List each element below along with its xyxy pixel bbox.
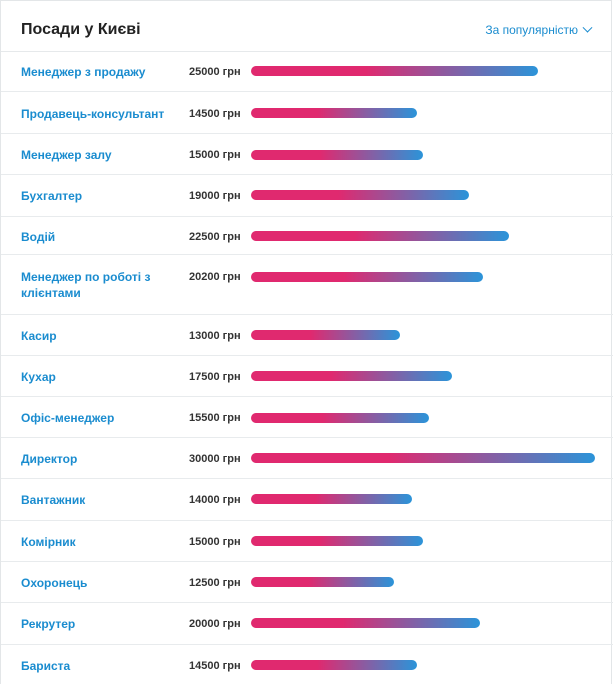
position-salary: 12500 грн xyxy=(189,577,241,589)
sort-label[interactable]: За популярністю xyxy=(485,23,578,37)
position-row: Продавець-консультант 14500 грн xyxy=(1,92,613,134)
position-salary: 17500 грн xyxy=(189,371,241,383)
position-salary: 14500 грн xyxy=(189,660,241,672)
position-link[interactable]: Менеджер залу xyxy=(21,148,112,162)
position-link[interactable]: Директор xyxy=(21,452,78,466)
salary-bar xyxy=(251,66,538,76)
position-link[interactable]: Менеджер по роботі з клієнтами xyxy=(21,270,151,300)
position-link[interactable]: Бариста xyxy=(21,659,71,673)
position-row: Офіс-менеджер 15500 грн xyxy=(1,397,613,438)
card-header: Посади у Києві За популярністю xyxy=(1,1,611,52)
position-row: Комірник 15000 грн xyxy=(1,521,613,562)
position-row: Вантажник 14000 грн xyxy=(1,479,613,521)
sort-dropdown[interactable]: За популярністю xyxy=(485,22,593,38)
position-link[interactable]: Касир xyxy=(21,329,57,343)
card-title: Посади у Києві xyxy=(21,21,141,38)
position-link[interactable]: Водій xyxy=(21,230,56,244)
salary-bar xyxy=(251,330,400,340)
salary-bar xyxy=(251,371,452,381)
salary-bar xyxy=(251,660,417,670)
salary-bar xyxy=(251,272,483,282)
position-salary: 20200 грн xyxy=(189,271,241,283)
salary-bar xyxy=(251,190,469,200)
position-link[interactable]: Продавець-консультант xyxy=(21,107,165,121)
position-salary: 15500 грн xyxy=(189,412,241,424)
salary-bar xyxy=(251,577,394,587)
position-salary: 13000 грн xyxy=(189,330,241,342)
salary-bar xyxy=(251,413,429,423)
salary-bar xyxy=(251,150,423,160)
position-row: Менеджер по роботі з клієнтами 20200 грн xyxy=(1,255,613,315)
position-row: Кухар 17500 грн xyxy=(1,356,613,397)
salary-bar xyxy=(251,231,509,241)
position-link[interactable]: Охоронець xyxy=(21,576,88,590)
position-row: Директор 30000 грн xyxy=(1,438,613,479)
position-salary: 15000 грн xyxy=(189,536,241,548)
position-salary: 20000 грн xyxy=(189,618,241,630)
position-salary: 14000 грн xyxy=(189,494,241,506)
position-link[interactable]: Менеджер з продажу xyxy=(21,65,146,79)
position-row: Водій 22500 грн xyxy=(1,217,613,255)
salary-bar xyxy=(251,618,480,628)
chevron-down-icon[interactable] xyxy=(582,22,593,33)
position-row: Бариста 14500 грн xyxy=(1,645,613,686)
position-link[interactable]: Бухгалтер xyxy=(21,189,83,203)
position-row: Рекрутер 20000 грн xyxy=(1,603,613,645)
position-link[interactable]: Рекрутер xyxy=(21,617,76,631)
salary-bar xyxy=(251,536,423,546)
position-row: Касир 13000 грн xyxy=(1,315,613,356)
salary-bar xyxy=(251,453,595,463)
position-link[interactable]: Комірник xyxy=(21,535,76,549)
position-salary: 14500 грн xyxy=(189,108,241,120)
position-salary: 15000 грн xyxy=(189,149,241,161)
position-salary: 25000 грн xyxy=(189,66,241,78)
position-row: Охоронець 12500 грн xyxy=(1,562,613,603)
position-salary: 19000 грн xyxy=(189,190,241,202)
position-link[interactable]: Вантажник xyxy=(21,493,86,507)
position-row: Менеджер з продажу 25000 грн xyxy=(1,51,613,92)
position-link[interactable]: Офіс-менеджер xyxy=(21,411,115,425)
position-salary: 22500 грн xyxy=(189,231,241,243)
salary-bar xyxy=(251,108,417,118)
position-row: Бухгалтер 19000 грн xyxy=(1,175,613,217)
salary-bar xyxy=(251,494,412,504)
position-salary: 30000 грн xyxy=(189,453,241,465)
position-link[interactable]: Кухар xyxy=(21,370,56,384)
position-row: Менеджер залу 15000 грн xyxy=(1,134,613,175)
